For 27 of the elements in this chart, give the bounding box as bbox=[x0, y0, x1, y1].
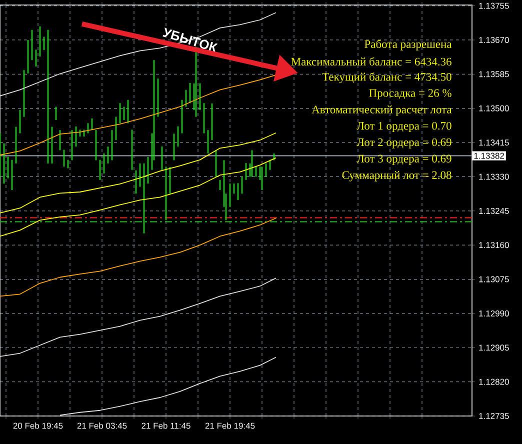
annotation: Автоматический расчет лота bbox=[312, 105, 452, 116]
y-tick-label: 1.13075 bbox=[479, 276, 509, 282]
y-tick-label: 1.13585 bbox=[479, 71, 509, 78]
annotation: Текущий баланс = 4734.50 bbox=[322, 72, 452, 84]
y-tick-label: 1.12905 bbox=[479, 344, 509, 351]
annotation: Максимальный баланс = 6434.36 bbox=[291, 57, 452, 66]
y-tick-label: 1.13500 bbox=[479, 105, 509, 112]
y-tick-label: 1.13415 bbox=[479, 140, 509, 146]
annotation: Лот 2 ордера = 0.69 bbox=[356, 138, 452, 148]
annotation: Просадка = 26 % bbox=[369, 89, 452, 100]
y-tick-label: 1.13330 bbox=[479, 174, 509, 180]
annotation: Лот 3 ордера = 0.69 bbox=[356, 154, 452, 165]
y-tick-label: 1.12990 bbox=[479, 310, 509, 316]
y-tick-label: 1.12820 bbox=[479, 378, 509, 385]
y-tick-label: 1.12735 bbox=[479, 412, 509, 420]
x-tick-label: 20 Feb 19:45 bbox=[13, 422, 63, 429]
y-tick-label: 1.13755 bbox=[479, 2, 509, 9]
x-tick-label: 21 Feb 11:45 bbox=[142, 422, 190, 429]
annotation: Лот 1 ордера = 0.70 bbox=[356, 122, 452, 132]
ref-line-label: 1.13382 bbox=[474, 152, 504, 159]
annotation: Работа разрешена bbox=[364, 40, 452, 50]
y-tick-label: 1.13160 bbox=[479, 242, 509, 248]
y-tick-label: 1.13670 bbox=[479, 36, 509, 43]
y-tick-label: 1.13245 bbox=[479, 208, 509, 214]
x-tick-label: 21 Feb 03:45 bbox=[77, 422, 127, 429]
x-tick-label: 21 Feb 19:45 bbox=[205, 422, 255, 429]
annotation: Суммарный лот = 2.08 bbox=[342, 171, 452, 182]
